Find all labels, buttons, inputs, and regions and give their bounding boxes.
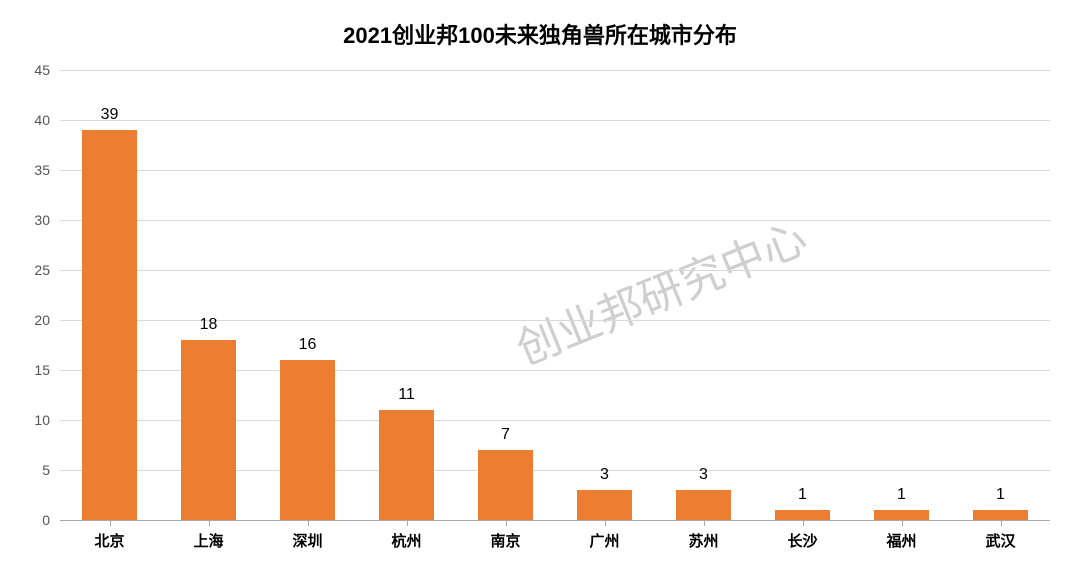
y-tick-label: 45 bbox=[34, 62, 60, 78]
x-tick-label: 南京 bbox=[490, 520, 520, 551]
y-tick-label: 15 bbox=[34, 362, 60, 378]
plot-area: 05101520253035404539北京18上海16深圳11杭州7南京3广州… bbox=[60, 70, 1050, 520]
y-tick-label: 35 bbox=[34, 162, 60, 178]
bar bbox=[478, 450, 532, 520]
x-tick-label: 北京 bbox=[94, 520, 124, 551]
bar-value-label: 11 bbox=[398, 386, 415, 404]
x-tick-label: 广州 bbox=[589, 520, 619, 551]
x-tick-label: 福州 bbox=[886, 520, 916, 551]
x-tick-label: 上海 bbox=[193, 520, 223, 551]
y-tick-label: 0 bbox=[42, 512, 60, 528]
bar-value-label: 39 bbox=[101, 106, 119, 124]
bar-chart: 2021创业邦100未来独角兽所在城市分布 创业邦研究中心 0510152025… bbox=[0, 0, 1080, 576]
bar-value-label: 3 bbox=[600, 466, 609, 484]
bar-value-label: 3 bbox=[699, 466, 708, 484]
bar bbox=[676, 490, 730, 520]
gridline bbox=[60, 220, 1050, 221]
x-tick-label: 长沙 bbox=[787, 520, 817, 551]
gridline bbox=[60, 70, 1050, 71]
gridline bbox=[60, 120, 1050, 121]
bar bbox=[82, 130, 136, 520]
bar bbox=[775, 510, 829, 520]
bar bbox=[280, 360, 334, 520]
x-tick-label: 杭州 bbox=[391, 520, 421, 551]
bar-value-label: 1 bbox=[897, 486, 906, 504]
y-tick-label: 25 bbox=[34, 262, 60, 278]
bar-value-label: 7 bbox=[501, 426, 510, 444]
bar bbox=[973, 510, 1027, 520]
chart-title: 2021创业邦100未来独角兽所在城市分布 bbox=[0, 18, 1080, 50]
bar-value-label: 18 bbox=[200, 316, 218, 334]
y-tick-label: 5 bbox=[42, 462, 60, 478]
bar bbox=[181, 340, 235, 520]
y-tick-label: 40 bbox=[34, 112, 60, 128]
bar-value-label: 1 bbox=[996, 486, 1005, 504]
bar bbox=[577, 490, 631, 520]
x-tick-label: 苏州 bbox=[688, 520, 718, 551]
y-tick-label: 10 bbox=[34, 412, 60, 428]
gridline bbox=[60, 270, 1050, 271]
bar bbox=[379, 410, 433, 520]
bar-value-label: 16 bbox=[299, 336, 317, 354]
y-tick-label: 20 bbox=[34, 312, 60, 328]
bar-value-label: 1 bbox=[798, 486, 807, 504]
gridline bbox=[60, 170, 1050, 171]
bar bbox=[874, 510, 928, 520]
y-tick-label: 30 bbox=[34, 212, 60, 228]
x-tick-label: 深圳 bbox=[292, 520, 322, 551]
x-tick-label: 武汉 bbox=[985, 520, 1015, 551]
